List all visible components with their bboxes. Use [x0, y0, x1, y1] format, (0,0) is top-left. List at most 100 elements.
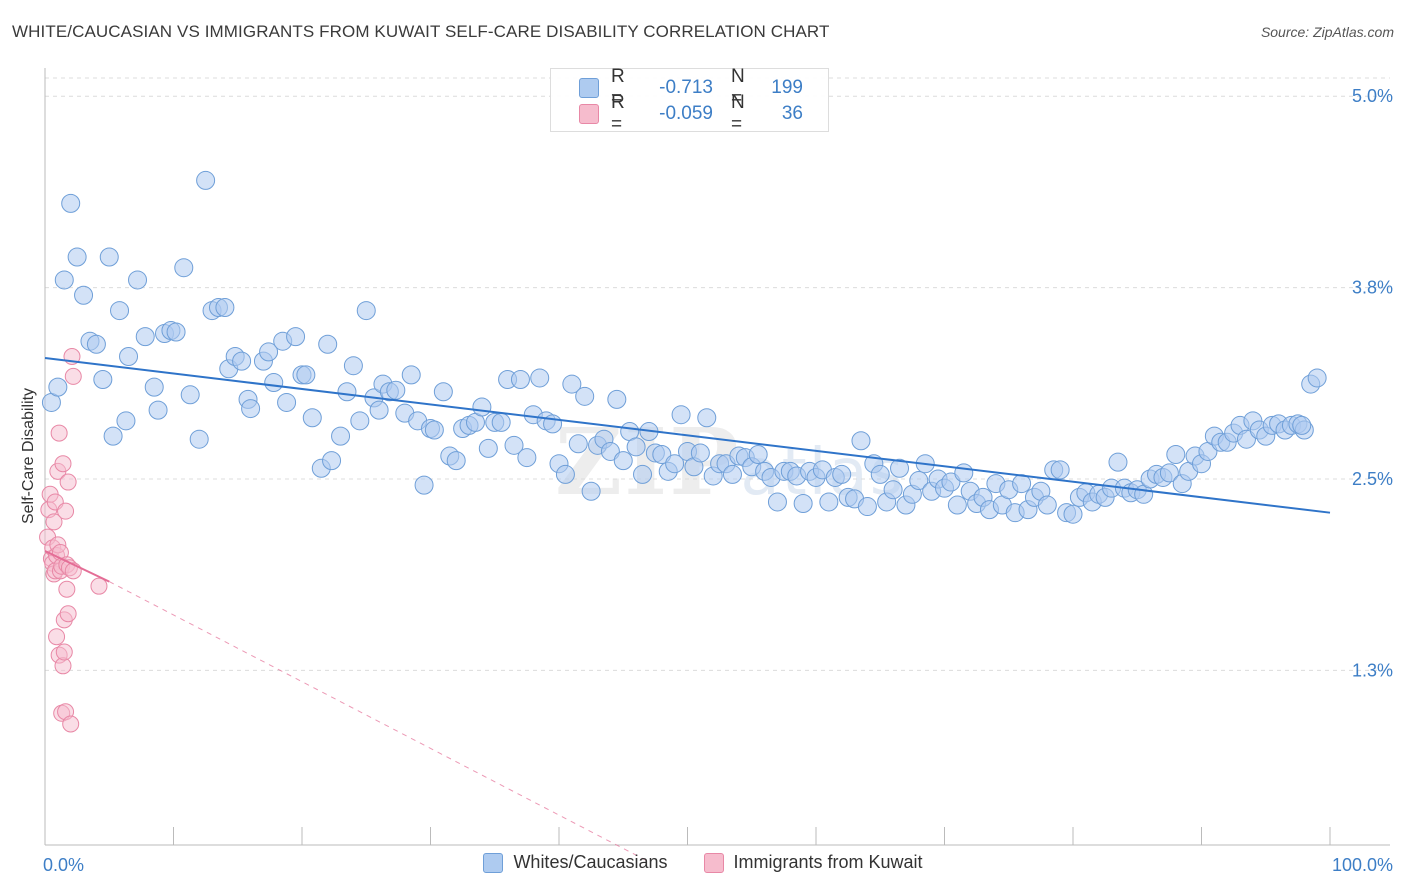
data-point-whites — [504, 435, 524, 455]
data-point-whites — [883, 480, 903, 500]
data-point-whites — [135, 327, 155, 347]
data-point-whites — [433, 382, 453, 402]
x-tick-label-min: 0.0% — [43, 855, 84, 875]
data-point-whites — [472, 397, 492, 417]
legend-label-whites: Whites/Caucasians — [513, 852, 668, 872]
data-point-whites — [767, 492, 787, 512]
data-point-whites — [174, 258, 194, 278]
chart-legend: Whites/Caucasians Immigrants from Kuwait — [0, 852, 1406, 873]
stats-r-value: -0.713 — [659, 77, 713, 98]
y-tick-label: 2.5% — [1352, 469, 1393, 489]
data-point-whites — [86, 334, 106, 354]
data-point-whites — [1050, 460, 1070, 480]
data-point-whites — [1292, 415, 1312, 435]
legend-item-kuwait[interactable]: Immigrants from Kuwait — [703, 852, 923, 873]
data-point-whites — [633, 464, 653, 484]
data-point-whites — [103, 426, 123, 446]
data-point-whites — [296, 365, 316, 385]
legend-item-whites[interactable]: Whites/Caucasians — [483, 852, 668, 873]
data-point-whites — [568, 434, 588, 454]
data-point-whites — [1037, 495, 1057, 515]
data-point-whites — [530, 368, 550, 388]
data-point-kuwait — [54, 455, 72, 473]
data-point-whites — [48, 377, 68, 397]
data-point-kuwait — [55, 643, 73, 661]
data-point-whites — [517, 448, 537, 468]
data-point-whites — [671, 405, 691, 425]
data-point-whites — [67, 247, 87, 267]
data-point-whites — [690, 443, 710, 463]
data-point-whites — [386, 380, 406, 400]
chart-title: WHITE/CAUCASIAN VS IMMIGRANTS FROM KUWAI… — [12, 22, 830, 41]
data-point-whites — [356, 301, 376, 321]
data-point-whites — [446, 451, 466, 471]
data-point-whites — [857, 497, 877, 517]
stats-r-value: -0.059 — [659, 103, 713, 124]
data-point-whites — [1159, 463, 1179, 483]
data-point-kuwait — [45, 513, 63, 531]
data-point-whites — [1166, 445, 1186, 465]
stats-legend: R = -0.713 N = 199 R = -0.059 N = 36 — [550, 66, 829, 135]
trendline-whites — [44, 357, 1331, 514]
data-point-whites — [947, 495, 967, 515]
x-tick-label-max: 100.0% — [1332, 855, 1393, 875]
data-point-whites — [241, 399, 261, 419]
data-point-whites — [119, 347, 139, 367]
data-point-whites — [116, 411, 136, 431]
data-point-whites — [337, 382, 357, 402]
source-note: Source: ZipAtlas.com — [1260, 24, 1394, 40]
data-point-whites — [607, 389, 627, 409]
data-point-whites — [302, 408, 322, 428]
data-point-whites — [343, 356, 363, 376]
data-point-whites — [401, 365, 421, 385]
data-point-whites — [748, 445, 768, 465]
data-point-whites — [196, 170, 216, 190]
data-point-whites — [110, 301, 130, 321]
data-point-whites — [180, 385, 200, 405]
y-tick-label: 3.8% — [1352, 278, 1393, 298]
data-point-kuwait — [59, 473, 77, 491]
data-point-whites — [99, 247, 119, 267]
data-point-whites — [286, 327, 306, 347]
data-point-whites — [424, 420, 444, 440]
data-point-kuwait — [58, 580, 76, 598]
data-point-whites — [697, 408, 717, 428]
data-point-whites — [128, 270, 148, 290]
data-point-whites — [613, 451, 633, 471]
data-point-kuwait — [90, 577, 108, 595]
data-point-whites — [264, 373, 284, 393]
data-point-whites — [369, 400, 389, 420]
y-axis-label: Self-Care Disability — [20, 388, 37, 524]
legend-swatch-whites — [483, 852, 504, 873]
data-point-whites — [909, 471, 929, 491]
data-point-whites — [1063, 504, 1083, 524]
data-point-whites — [277, 392, 297, 412]
stats-r-label: R = — [611, 66, 625, 109]
data-point-whites — [832, 464, 852, 484]
legend-swatch-kuwait — [703, 852, 724, 873]
data-point-whites — [562, 374, 582, 394]
data-point-whites — [600, 441, 620, 461]
data-point-whites — [722, 464, 742, 484]
data-point-whites — [941, 472, 961, 492]
trendline-kuwait-extension — [109, 581, 650, 863]
data-point-whites — [189, 429, 209, 449]
data-point-whites — [322, 451, 342, 471]
data-point-whites — [626, 437, 646, 457]
data-point-whites — [350, 411, 370, 431]
data-point-whites — [1307, 368, 1327, 388]
data-point-kuwait — [62, 715, 80, 733]
data-point-whites — [331, 426, 351, 446]
data-point-whites — [478, 438, 498, 458]
data-point-whites — [851, 431, 871, 451]
data-point-whites — [1108, 452, 1128, 472]
data-point-whites — [93, 369, 113, 389]
stats-n-value: 199 — [771, 77, 803, 98]
data-point-whites — [491, 412, 511, 432]
stats-swatch-kuwait — [579, 104, 599, 124]
data-point-whites — [870, 464, 890, 484]
data-point-whites — [259, 342, 279, 362]
data-point-whites — [74, 285, 94, 305]
data-point-whites — [144, 377, 164, 397]
